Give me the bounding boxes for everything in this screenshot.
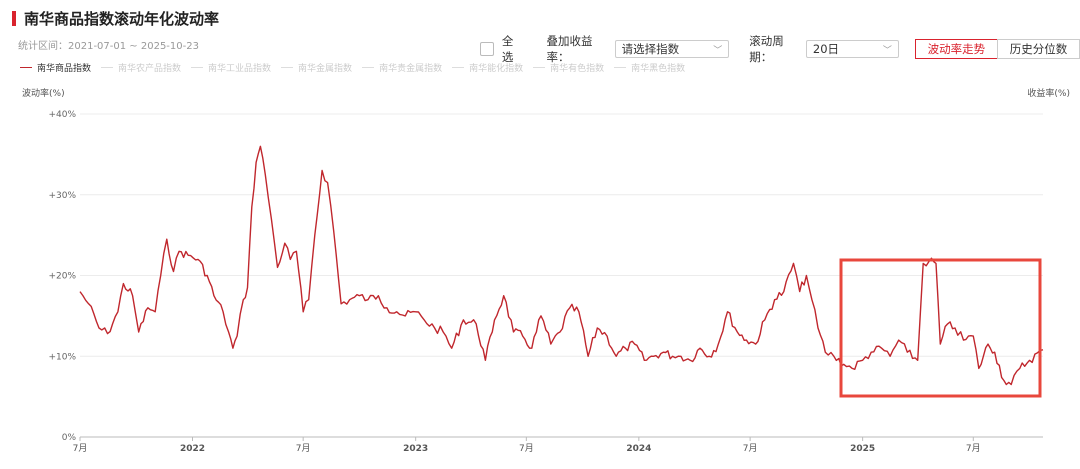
legend-item[interactable]: 南华能化指数 [452,61,523,74]
y-tick-label: +30% [48,191,76,201]
title-accent-bar [12,11,16,26]
overlay-select-value: 请选择指数 [621,42,680,56]
select-all-label[interactable]: 全选 [501,34,514,64]
legend-swatch [281,66,294,69]
legend-item[interactable]: 南华农产品指数 [101,61,181,74]
x-tick-label: 7月 [73,443,88,454]
x-tick-label: 2025 [850,444,875,454]
window-label: 滚动周期： [749,34,784,64]
window-select-value: 20日 [812,42,840,56]
x-tick-label: 7月 [966,443,981,454]
legend-item[interactable]: 南华黑色指数 [614,61,685,74]
highlight-box [839,258,1042,398]
y-tick-label: 0% [62,433,77,443]
chart-legend: 南华商品指数 南华农产品指数 南华工业品指数 南华金属指数 南华贵金属指数 南华能化指数 南… [20,61,695,74]
legend-item[interactable]: 南华工业品指数 [191,61,271,74]
x-tick-label: 2023 [403,444,428,454]
legend-swatch [533,66,546,69]
legend-label: 南华商品指数 [37,64,92,74]
chevron-down-icon: ﹀ [713,45,723,56]
legend-item[interactable]: 南华商品指数 [20,61,91,74]
legend-label: 南华能化指数 [469,64,524,74]
x-tick-label: 2022 [180,444,205,454]
x-tick-label: 7月 [519,443,534,454]
series-line [79,145,1044,386]
legend-swatch [101,66,114,69]
legend-swatch [20,66,32,69]
legend-label: 南华有色指数 [550,64,605,74]
overlay-select[interactable]: 请选择指数 ﹀ [614,40,730,58]
period-text: 统计区间：2021-07-01 ~ 2025-10-23 [18,41,199,52]
y-axis-title-left: 波动率(%) [22,89,65,99]
y-axis-title-right: 收益率(%) [1027,89,1070,99]
select-all-checkbox[interactable] [480,42,494,56]
chevron-down-icon: ﹀ [882,45,892,56]
legend-swatch [614,66,627,69]
y-tick-label: +20% [48,272,76,282]
page-title: 南华商品指数滚动年化波动率 [24,10,220,28]
legend-label: 南华贵金属指数 [379,64,443,74]
y-tick-label: +40% [48,110,76,120]
legend-item[interactable]: 南华有色指数 [533,61,604,74]
legend-label: 南华黑色指数 [631,64,686,74]
overlay-label: 叠加收益率： [546,34,593,64]
window-select[interactable]: 20日 ﹀ [805,40,899,58]
legend-swatch [191,66,204,69]
legend-swatch [452,66,465,69]
x-tick-label: 7月 [743,443,758,454]
x-tick-label: 2024 [626,444,651,454]
title-bar: 南华商品指数滚动年化波动率 [12,8,219,29]
legend-label: 南华工业品指数 [208,64,272,74]
legend-swatch [362,66,375,69]
legend-item[interactable]: 南华贵金属指数 [362,61,442,74]
x-tick-label: 7月 [296,443,311,454]
legend-label: 南华金属指数 [298,64,353,74]
legend-label: 南华农产品指数 [118,64,182,74]
legend-item[interactable]: 南华金属指数 [281,61,352,74]
y-tick-label: +10% [48,352,76,362]
